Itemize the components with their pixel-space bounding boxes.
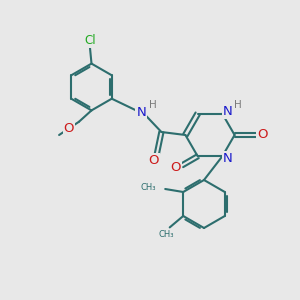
Text: H: H xyxy=(149,100,157,110)
Text: N: N xyxy=(223,152,232,165)
Text: O: O xyxy=(170,161,181,174)
Text: CH₃: CH₃ xyxy=(159,230,175,239)
Text: Cl: Cl xyxy=(84,34,96,47)
Text: O: O xyxy=(258,128,268,142)
Text: H: H xyxy=(234,100,242,110)
Text: O: O xyxy=(64,122,74,135)
Text: N: N xyxy=(136,106,146,119)
Text: N: N xyxy=(223,105,232,118)
Text: O: O xyxy=(149,154,159,167)
Text: CH₃: CH₃ xyxy=(141,183,156,192)
